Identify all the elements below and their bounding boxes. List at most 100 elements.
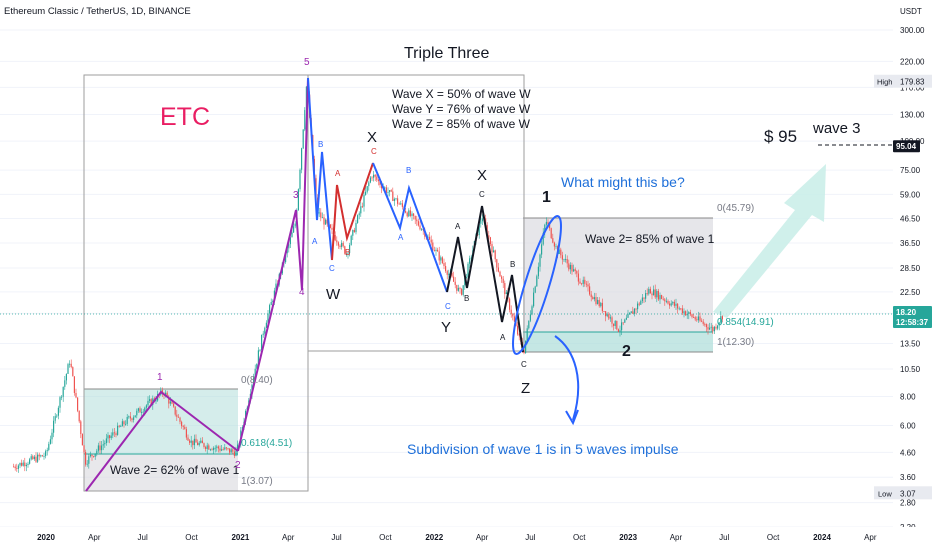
candle-body — [355, 222, 357, 233]
candle-body — [203, 443, 205, 448]
candle-body — [136, 410, 138, 416]
candle-body — [528, 320, 530, 329]
price-tick-label: 28.50 — [900, 264, 921, 273]
price-axis[interactable]: USDT300.00220.00170.00130.00100.0075.005… — [874, 0, 932, 550]
candle-body — [541, 244, 543, 255]
candle-body — [17, 465, 20, 469]
candle-body — [353, 229, 356, 233]
candle-body — [101, 445, 103, 451]
candle-body — [401, 203, 404, 207]
wave-label-2-small: 2 — [235, 460, 241, 471]
wave-impulse-purple-left — [85, 390, 239, 492]
candle-body — [297, 189, 300, 211]
candle-body — [48, 443, 50, 450]
candle-body — [600, 302, 602, 307]
candle-body — [702, 321, 704, 324]
candle-body — [85, 451, 87, 465]
candle-body — [606, 314, 608, 317]
candle-body — [56, 415, 58, 417]
candle-body — [537, 266, 540, 277]
candle-body — [141, 412, 143, 413]
candle-body — [88, 456, 90, 464]
candle-body — [304, 110, 306, 130]
candle-body — [195, 438, 197, 443]
candle-body — [99, 445, 101, 451]
candle-body — [518, 334, 520, 336]
candle-body — [225, 447, 228, 449]
candle-body — [601, 302, 604, 312]
candle-body — [565, 259, 567, 260]
wave-z-ratio: Wave Z = 85% of wave W — [392, 117, 531, 131]
candle-body — [80, 421, 82, 435]
svg-text:C: C — [329, 264, 335, 273]
candle-body — [321, 217, 324, 219]
candle-body — [534, 286, 536, 293]
candle-body — [622, 322, 624, 324]
candle-body — [109, 435, 111, 439]
candle-body — [445, 266, 447, 272]
candle-body — [592, 297, 594, 300]
candle-body — [542, 232, 544, 245]
candle-body — [174, 406, 176, 415]
candle-body — [611, 317, 613, 324]
candle-body — [291, 232, 293, 238]
candle-body — [97, 445, 100, 451]
candle-body — [301, 148, 303, 170]
svg-text:3.07: 3.07 — [900, 489, 916, 498]
candle-body — [653, 289, 655, 296]
time-tick-label: 2023 — [619, 533, 637, 542]
candle-body — [670, 303, 672, 306]
candle-body — [133, 417, 135, 420]
etc-label: ETC — [160, 103, 210, 131]
candle-body — [400, 203, 402, 205]
wave-label-X2: X — [477, 167, 487, 184]
candle-body — [318, 212, 320, 214]
time-axis[interactable]: 2020 Apr Jul Oct 2021 Apr Jul Oct 2022 Apr Jul Oct 2… — [0, 527, 932, 550]
svg-text:A: A — [455, 222, 461, 231]
candle-body — [184, 426, 186, 430]
svg-text:A: A — [398, 233, 404, 242]
candle-body — [576, 271, 578, 274]
candle-body — [117, 425, 119, 435]
candle-body — [574, 269, 576, 272]
candle-body — [395, 198, 397, 200]
candle-body — [91, 454, 93, 457]
fib-zone-right-grey — [523, 218, 713, 332]
candle-body — [373, 174, 375, 178]
candle-body — [465, 277, 468, 279]
candle-body — [662, 298, 664, 300]
svg-text:C: C — [479, 190, 485, 199]
candle-body — [413, 213, 415, 216]
candle-body — [385, 187, 388, 193]
candle-body — [678, 308, 680, 310]
candle-body — [25, 464, 28, 467]
target-price-badge: 95.04 — [893, 140, 920, 153]
candle-body — [672, 301, 674, 304]
candle-body — [209, 449, 212, 451]
candle-body — [192, 440, 194, 446]
wave1-highlight-ellipse — [512, 215, 562, 355]
candle-body — [673, 301, 676, 306]
price-tick-label: 2.80 — [900, 499, 916, 508]
candle-body — [553, 242, 556, 247]
candle-body — [344, 246, 346, 254]
svg-text:High: High — [877, 78, 892, 87]
triple-three-title: Triple Three — [404, 45, 489, 62]
candle-body — [381, 184, 383, 189]
candle-body — [49, 439, 52, 444]
candle-body — [432, 242, 434, 251]
candle-body — [392, 191, 394, 201]
price-tick-label: 220.00 — [900, 57, 925, 66]
time-tick-label: Oct — [185, 533, 198, 542]
candle-body — [701, 320, 703, 322]
candle-body — [501, 276, 503, 279]
candle-body — [259, 349, 261, 351]
candle-body — [504, 283, 506, 295]
candle-body — [651, 293, 653, 296]
candle-body — [675, 303, 677, 306]
candle-body — [437, 249, 439, 252]
currency-label: USDT — [900, 7, 922, 16]
candle-body — [142, 411, 144, 413]
candle-body — [305, 86, 308, 111]
